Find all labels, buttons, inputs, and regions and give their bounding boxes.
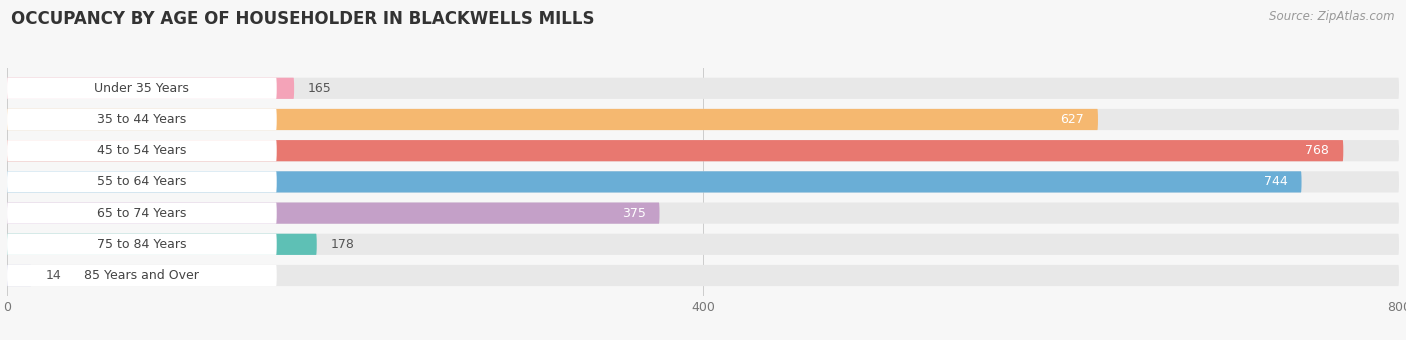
FancyBboxPatch shape <box>7 171 1302 192</box>
Text: 744: 744 <box>1264 175 1288 188</box>
FancyBboxPatch shape <box>7 265 1399 286</box>
FancyBboxPatch shape <box>7 78 294 99</box>
Text: 35 to 44 Years: 35 to 44 Years <box>97 113 187 126</box>
FancyBboxPatch shape <box>7 265 277 286</box>
FancyBboxPatch shape <box>7 140 1399 161</box>
Text: 178: 178 <box>330 238 354 251</box>
FancyBboxPatch shape <box>7 265 31 286</box>
FancyBboxPatch shape <box>7 109 1098 130</box>
Text: 45 to 54 Years: 45 to 54 Years <box>97 144 187 157</box>
FancyBboxPatch shape <box>7 234 277 255</box>
Text: 627: 627 <box>1060 113 1084 126</box>
FancyBboxPatch shape <box>7 78 1399 99</box>
Text: 375: 375 <box>621 207 645 220</box>
FancyBboxPatch shape <box>7 140 1343 161</box>
FancyBboxPatch shape <box>7 171 1399 192</box>
Text: 75 to 84 Years: 75 to 84 Years <box>97 238 187 251</box>
Text: 65 to 74 Years: 65 to 74 Years <box>97 207 187 220</box>
FancyBboxPatch shape <box>7 78 277 99</box>
Text: 14: 14 <box>45 269 60 282</box>
Text: 768: 768 <box>1306 144 1330 157</box>
FancyBboxPatch shape <box>7 109 277 130</box>
Text: 165: 165 <box>308 82 332 95</box>
Text: 85 Years and Over: 85 Years and Over <box>84 269 200 282</box>
Text: Source: ZipAtlas.com: Source: ZipAtlas.com <box>1270 10 1395 23</box>
Text: 55 to 64 Years: 55 to 64 Years <box>97 175 187 188</box>
FancyBboxPatch shape <box>7 203 659 224</box>
FancyBboxPatch shape <box>7 203 277 224</box>
FancyBboxPatch shape <box>7 140 277 161</box>
FancyBboxPatch shape <box>7 171 277 192</box>
FancyBboxPatch shape <box>7 203 1399 224</box>
FancyBboxPatch shape <box>7 234 316 255</box>
Text: Under 35 Years: Under 35 Years <box>94 82 190 95</box>
FancyBboxPatch shape <box>7 109 1399 130</box>
FancyBboxPatch shape <box>7 234 1399 255</box>
Text: OCCUPANCY BY AGE OF HOUSEHOLDER IN BLACKWELLS MILLS: OCCUPANCY BY AGE OF HOUSEHOLDER IN BLACK… <box>11 10 595 28</box>
